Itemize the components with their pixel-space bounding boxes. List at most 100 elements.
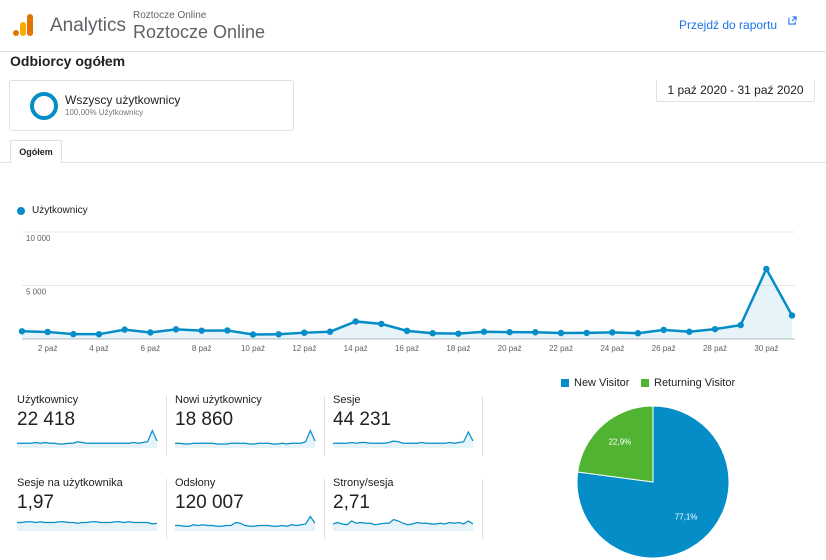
- data-point[interactable]: [249, 331, 257, 338]
- sparkline-line: [175, 515, 316, 527]
- data-point[interactable]: [763, 265, 770, 273]
- data-point[interactable]: [224, 327, 231, 334]
- metric-value: 120 007: [175, 492, 244, 513]
- analytics-logo-icon[interactable]: [12, 13, 36, 37]
- external-link-icon[interactable]: [788, 16, 797, 25]
- x-tick-label: 20 paź: [498, 344, 522, 353]
- metric-label: Strony/sesja: [333, 477, 394, 489]
- metric-value: 2,71: [333, 492, 370, 513]
- metric-pageviews[interactable]: Odsłony 120 007: [175, 477, 325, 541]
- sparkline-line: [333, 518, 474, 526]
- data-point[interactable]: [378, 320, 385, 328]
- data-point[interactable]: [532, 329, 539, 336]
- metric-label: Odsłony: [175, 477, 216, 489]
- pie-slice-returning-visitor[interactable]: [577, 405, 654, 483]
- metric-divider: [166, 479, 167, 539]
- sparkline-line: [17, 428, 158, 445]
- data-point[interactable]: [788, 312, 796, 319]
- data-point[interactable]: [326, 328, 334, 335]
- pie-slice-label: 22,9%: [609, 437, 632, 446]
- sparkline-line: [17, 521, 158, 525]
- metric-sparkline: [17, 521, 158, 531]
- x-tick-label: 28 paź: [703, 344, 727, 353]
- account-selector[interactable]: Roztocze Online: [133, 22, 266, 42]
- data-point[interactable]: [711, 325, 719, 333]
- tab-overview[interactable]: Ogółem: [10, 140, 62, 163]
- sparkline-area: [333, 432, 473, 448]
- metric-value: 18 860: [175, 409, 234, 430]
- data-point[interactable]: [686, 328, 693, 335]
- page-title: Odbiorcy ogółem: [10, 53, 126, 69]
- x-tick-label: 10 paź: [241, 344, 265, 353]
- data-point[interactable]: [95, 330, 103, 338]
- x-tick-label: 4 paź: [89, 344, 109, 353]
- data-point[interactable]: [660, 326, 667, 334]
- metric-divider: [166, 396, 167, 456]
- date-range-picker[interactable]: 1 paź 2020 - 31 paź 2020: [656, 80, 815, 102]
- data-point[interactable]: [301, 329, 308, 336]
- data-point[interactable]: [455, 330, 462, 337]
- data-point[interactable]: [429, 330, 436, 337]
- data-point[interactable]: [147, 329, 154, 336]
- segment-name: Wszyscy użytkownicy: [65, 93, 181, 107]
- segment-ring-icon: [30, 92, 58, 120]
- account-selector-small[interactable]: Roztocze Online: [133, 10, 207, 21]
- x-tick-label: 12 paź: [292, 344, 316, 353]
- data-point[interactable]: [121, 326, 128, 333]
- metric-sparkline: [175, 428, 316, 448]
- metric-pages-per-session[interactable]: Strony/sesja 2,71: [333, 477, 483, 541]
- data-point[interactable]: [18, 328, 26, 335]
- users-line-chart: 10 000 5 000 2 paź 4 paź 6 paź 8 paź 10 paź 12 …: [18, 231, 796, 353]
- metric-new-users[interactable]: Nowi użytkownicy 18 860: [175, 394, 325, 458]
- x-tick-label: 18 paź: [446, 344, 470, 353]
- metric-sessions[interactable]: Sesje 44 231: [333, 394, 483, 458]
- metric-label: Nowi użytkownicy: [175, 394, 262, 406]
- sparkline-area: [333, 519, 473, 531]
- metric-divider: [482, 479, 483, 539]
- data-point[interactable]: [352, 318, 359, 325]
- x-tick-label: 22 paź: [549, 344, 573, 353]
- segment-card[interactable]: Wszyscy użytkownicy 100,00% Użytkownicy: [9, 80, 294, 131]
- legend-label-returning-visitor[interactable]: Returning Visitor: [654, 377, 736, 389]
- legend-label-new-visitor[interactable]: New Visitor: [574, 377, 630, 389]
- metric-value: 1,97: [17, 492, 54, 513]
- data-point[interactable]: [583, 329, 590, 337]
- go-to-report-link[interactable]: Przejdź do raportu: [679, 18, 778, 32]
- tab-divider: [0, 162, 826, 163]
- x-tick-label: 30 paź: [754, 344, 778, 353]
- data-point[interactable]: [480, 328, 488, 335]
- metric-label: Sesje: [333, 394, 361, 406]
- metric-divider: [324, 479, 325, 539]
- data-point[interactable]: [403, 327, 411, 335]
- metric-sparkline: [175, 515, 316, 531]
- y-tick-label: 10 000: [26, 234, 51, 243]
- metric-value: 44 231: [333, 409, 392, 430]
- data-point[interactable]: [609, 329, 616, 336]
- app-header: Analytics Roztocze Online Roztocze Onlin…: [0, 0, 826, 52]
- legend-swatch-returning-visitor: [641, 379, 649, 387]
- data-point[interactable]: [506, 328, 513, 336]
- metric-sparkline: [333, 518, 474, 531]
- data-point[interactable]: [634, 330, 642, 337]
- app-name: Analytics: [50, 15, 127, 36]
- metric-label: Sesje na użytkownika: [17, 477, 123, 489]
- x-tick-label: 14 paź: [344, 344, 368, 353]
- data-point[interactable]: [557, 329, 565, 337]
- legend-label-users[interactable]: Użytkownicy: [32, 205, 88, 216]
- x-tick-label: 8 paź: [192, 344, 212, 353]
- metric-users[interactable]: Użytkownicy 22 418: [17, 394, 167, 458]
- data-point[interactable]: [198, 327, 205, 334]
- data-point[interactable]: [70, 330, 77, 338]
- x-tick-label: 16 paź: [395, 344, 419, 353]
- sparkline-line: [333, 430, 474, 444]
- y-tick-label: 5 000: [26, 288, 47, 297]
- data-point[interactable]: [172, 326, 180, 333]
- metric-label: Użytkownicy: [17, 394, 79, 406]
- sparkline-area: [175, 430, 315, 448]
- data-point[interactable]: [44, 328, 51, 336]
- data-point[interactable]: [737, 321, 744, 329]
- sparkline-area: [17, 430, 157, 448]
- sparkline-area: [175, 516, 315, 531]
- data-point[interactable]: [275, 331, 282, 338]
- metric-sessions-per-user[interactable]: Sesje na użytkownika 1,97: [17, 477, 167, 541]
